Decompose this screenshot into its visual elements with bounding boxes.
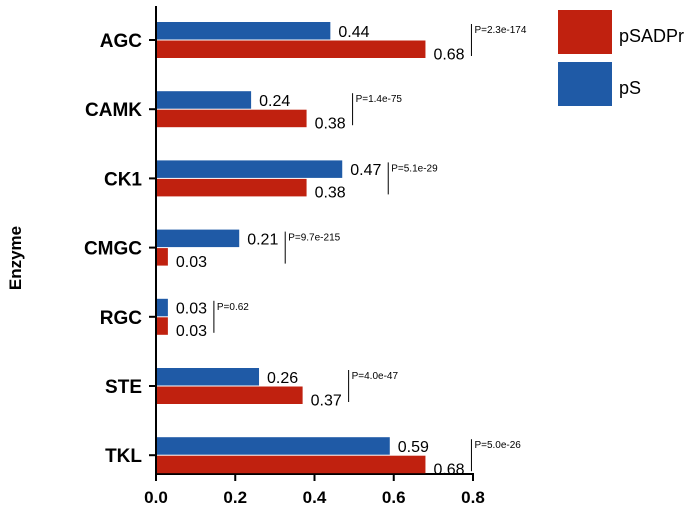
category-label: AGC [100, 31, 143, 52]
value-label-ps: 0.24 [259, 93, 290, 110]
value-label-ps: 0.21 [247, 231, 278, 248]
legend-swatch [558, 62, 612, 106]
legend: pSADPr pS [558, 10, 684, 106]
p-value-label: P=4.0e-47 [352, 371, 399, 382]
category-label: CK1 [104, 169, 142, 190]
legend-label: pS [619, 78, 641, 98]
category-label: CMGC [84, 239, 142, 260]
bar-ps [157, 437, 390, 455]
value-label-ps: 0.44 [338, 24, 369, 41]
x-tick-label: 0.6 [382, 488, 406, 507]
value-label-ps: 0.47 [350, 162, 381, 179]
bar-ps [157, 22, 331, 40]
p-value-label: P=9.7e-215 [288, 233, 340, 244]
bar-psadpr [157, 455, 426, 474]
legend-swatch [558, 10, 612, 54]
bar-psadpr [157, 40, 426, 58]
x-tick-label: 0.0 [144, 488, 168, 507]
value-label-psadpr: 0.37 [311, 392, 342, 409]
category-label: RGC [100, 308, 143, 329]
bar-psadpr [157, 178, 307, 197]
value-label-ps: 0.26 [267, 370, 298, 387]
p-value-label: P=5.0e-26 [474, 440, 521, 451]
value-label-psadpr: 0.03 [176, 254, 207, 271]
bar-psadpr [157, 386, 303, 404]
bar-ps [157, 368, 260, 386]
value-label-ps: 0.03 [176, 301, 207, 318]
p-value-label: P=1.4e-75 [356, 94, 403, 105]
value-label-psadpr: 0.38 [315, 115, 346, 132]
category-label: TKL [105, 446, 142, 467]
bar-ps [157, 298, 168, 317]
p-value-label: P=0.62 [217, 302, 249, 313]
y-axis-label: Enzyme [6, 226, 25, 290]
bar-psadpr [157, 109, 307, 128]
x-tick-label: 0.4 [303, 488, 327, 507]
bar-psadpr [157, 317, 168, 335]
category-label: CAMK [85, 100, 142, 121]
x-tick-label: 0.2 [223, 488, 247, 507]
legend-label: pSADPr [619, 26, 684, 46]
bar-psadpr [157, 248, 168, 266]
x-tick-label: 0.8 [461, 488, 485, 507]
bar-ps [157, 160, 343, 178]
plot-area: 0.0 0.2 0.4 0.6 0.8 AGC 0.44 0.68 P=2.3e-174 CAMK… [84, 6, 527, 507]
category-label: STE [105, 377, 142, 398]
p-value-label: P=2.3e-174 [474, 25, 526, 36]
value-label-psadpr: 0.68 [433, 461, 464, 478]
value-label-psadpr: 0.68 [433, 46, 464, 63]
value-label-psadpr: 0.03 [176, 323, 207, 340]
bar-ps [157, 229, 240, 248]
value-label-psadpr: 0.38 [315, 185, 346, 202]
bar-ps [157, 91, 252, 109]
value-label-ps: 0.59 [398, 439, 429, 456]
p-value-label: P=5.1e-29 [391, 163, 438, 174]
